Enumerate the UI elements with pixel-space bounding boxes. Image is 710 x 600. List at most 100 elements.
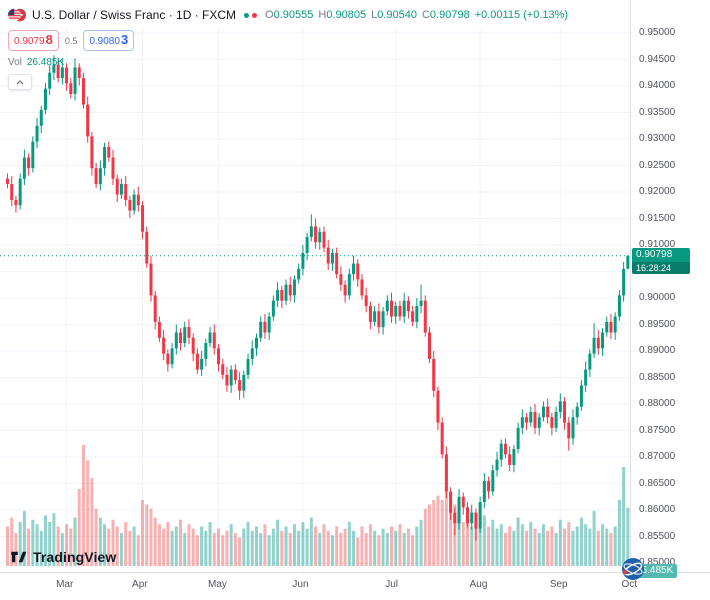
candle-body (124, 184, 128, 200)
candle-body (601, 332, 605, 349)
candle-body (461, 496, 465, 508)
volume-bar (305, 528, 309, 566)
volume-bar (390, 526, 394, 566)
volume-bar (322, 524, 326, 566)
volume-bar (478, 524, 482, 566)
volume-bar (487, 526, 491, 566)
volume-bar (512, 530, 516, 566)
price-tick-label: 0.92000 (639, 186, 676, 197)
candle-body (103, 146, 107, 169)
volume-legend[interactable]: Vol 26.485K (8, 57, 568, 68)
candle-body (474, 512, 478, 529)
candle-body (364, 295, 368, 306)
price-tick-label: 0.86500 (639, 477, 676, 489)
volume-bar (145, 504, 149, 566)
candle-body (246, 358, 250, 375)
candle-body (415, 305, 419, 322)
candle-body (390, 300, 394, 317)
symbol-title[interactable]: U.S. Dollar / Swiss Franc · 1D · FXCM (32, 8, 237, 22)
volume-bar (423, 508, 427, 566)
volume-bar (35, 524, 39, 566)
volume-bar (622, 467, 626, 566)
volume-bar (609, 533, 613, 566)
candle-body (592, 337, 596, 354)
candle-body (170, 348, 174, 365)
volume-bar (187, 524, 191, 566)
volume-bar (499, 524, 503, 566)
candle-body (22, 157, 26, 179)
volume-bar (368, 524, 372, 566)
price-tick-label: 0.85000 (639, 557, 676, 568)
price-tick-label: 0.90000 (639, 292, 676, 303)
last-price-value: 0.90798 (632, 247, 690, 262)
candle-body (588, 353, 592, 370)
candles-layer (6, 55, 630, 541)
candle-body (242, 374, 246, 391)
sell-price-button[interactable]: 0.9079 8 (8, 30, 59, 51)
candle-body (254, 337, 258, 349)
time-tick-label: May (208, 579, 227, 590)
candle-body (14, 199, 18, 206)
last-price-axis-label[interactable]: 0.90798 16:28:24 (632, 247, 690, 274)
candle-body (162, 337, 166, 354)
volume-bar (128, 530, 132, 566)
candle-body (149, 263, 153, 296)
volume-bar (309, 517, 313, 566)
candle-body (280, 290, 284, 301)
candle-body (428, 332, 431, 359)
candle-body (187, 327, 191, 338)
volume-bar (465, 517, 469, 566)
candle-body (541, 406, 545, 418)
volume-bar (39, 530, 43, 566)
candle-body (440, 422, 444, 455)
volume-bar (242, 528, 246, 566)
market-status-indicator[interactable] (244, 12, 258, 18)
candle-body (558, 401, 562, 412)
candle-body (432, 358, 436, 391)
volume-bar (157, 524, 161, 566)
candle-body (86, 104, 90, 137)
tradingview-logo[interactable]: TradingView (10, 549, 116, 565)
volume-bar (482, 515, 486, 566)
candle-body (208, 332, 212, 344)
volume-bar (436, 495, 440, 566)
candle-body (550, 417, 554, 428)
candle-body (250, 348, 254, 359)
candle-body (6, 178, 9, 185)
candle-body (617, 295, 621, 317)
time-tick-label: Jul (385, 579, 399, 590)
time-tick-label: Aug (469, 579, 488, 590)
price-axis[interactable]: 0.95000 0.94500 0.94000 0.93500 0.93000 0.925… (630, 0, 710, 572)
candle-body (567, 422, 571, 439)
price-tick-label: 0.91500 (639, 212, 676, 224)
collapse-legend-button[interactable] (8, 74, 32, 90)
volume-bar (596, 530, 600, 566)
time-tick-label: Sep (549, 579, 568, 590)
candle-body (343, 284, 347, 296)
spread-label: 0.5 (64, 35, 78, 46)
tradingview-wordmark: TradingView (33, 549, 117, 565)
volume-bar (356, 537, 360, 566)
candle-body (174, 332, 178, 349)
volume-bar (335, 526, 339, 566)
candle-body (43, 88, 47, 110)
candle-body (166, 353, 170, 365)
time-axis[interactable]: Mar Apr May Jun Jul Aug Sep Oct (0, 572, 710, 600)
volume-bar (254, 526, 258, 566)
chart-plot-area[interactable] (0, 28, 630, 572)
candle-body (233, 369, 237, 381)
candle-body (157, 321, 161, 338)
volume-bar (191, 528, 195, 566)
candle-body (18, 178, 22, 206)
volume-bar (56, 526, 60, 566)
candle-body (263, 321, 267, 333)
volume-bar (284, 526, 288, 566)
candle-body (584, 369, 588, 386)
volume-bar (491, 519, 495, 566)
volume-bar (533, 528, 537, 566)
volume-bar (419, 519, 423, 566)
price-tick-label: 0.89000 (639, 345, 676, 356)
candle-body (406, 300, 410, 312)
candle-body (360, 279, 364, 296)
buy-price-button[interactable]: 0.9080 3 (83, 30, 135, 51)
